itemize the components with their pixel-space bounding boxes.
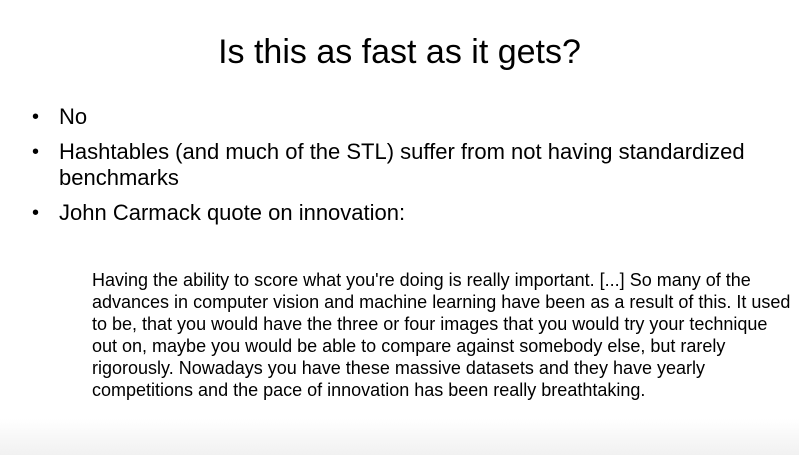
slide-title: Is this as fast as it gets?: [218, 33, 581, 71]
bullet-text: Hashtables (and much of the STL) suffer …: [59, 139, 745, 190]
carmack-quote: Having the ability to score what you're …: [92, 270, 791, 400]
bullet-item-carmack-quote: • John Carmack quote on innovation:: [30, 200, 770, 226]
bullet-marker: •: [32, 141, 40, 163]
bullet-marker: •: [32, 202, 40, 224]
bullet-item-no: • No: [30, 104, 770, 130]
bullet-list: • No • Hashtables (and much of the STL) …: [30, 104, 770, 235]
bullet-marker: •: [32, 106, 40, 128]
bullet-item-hashtables: • Hashtables (and much of the STL) suffe…: [30, 139, 770, 191]
bullet-text: John Carmack quote on innovation:: [59, 200, 406, 225]
bullet-text: No: [59, 104, 88, 129]
